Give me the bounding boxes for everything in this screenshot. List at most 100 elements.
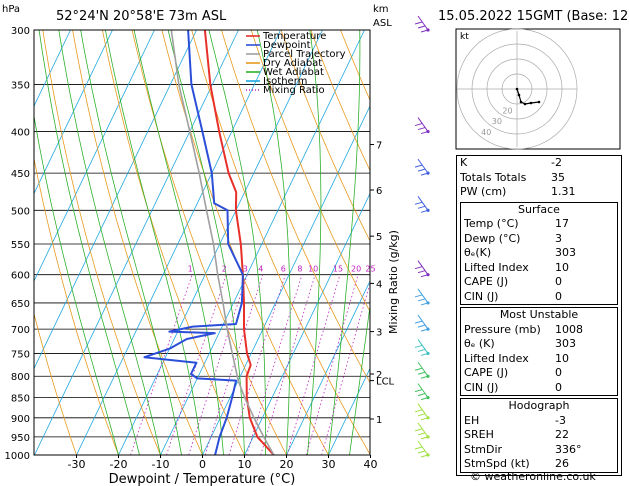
asl-unit: ASL	[373, 18, 392, 29]
hodograph-point	[519, 100, 523, 104]
index-value: 0	[555, 366, 562, 379]
pressure-tick-label: 450	[11, 169, 30, 180]
wind-barb-dot	[426, 273, 430, 277]
mixing-ratio-line	[228, 274, 286, 455]
x-tick-label: -10	[152, 458, 170, 471]
pressure-tick-label: 1000	[5, 451, 30, 462]
legend-label: Dewpoint	[263, 40, 311, 51]
index-value: 22	[555, 428, 569, 441]
index-label: Lifted Index	[464, 351, 529, 365]
index-value: 1008	[555, 322, 583, 336]
mixing-ratio-line	[305, 274, 359, 455]
pressure-tick-label: 900	[11, 414, 30, 425]
index-value: 0	[555, 289, 562, 303]
index-label: StmSpd (kt)	[464, 457, 530, 470]
wind-barb-flag	[414, 21, 423, 25]
index-label: Totals Totals	[460, 170, 527, 184]
wet-adiabat-line	[167, 30, 245, 455]
mixing-ratio-label: 25	[365, 265, 375, 274]
mixing-ratio-label: 6	[281, 265, 286, 274]
dry-adiabat-line	[34, 156, 119, 455]
pressure-tick-label: 500	[11, 206, 30, 217]
wind-barb	[417, 403, 429, 419]
index-row: SREH 22	[461, 428, 617, 443]
mixing-ratio-label: 15	[333, 265, 343, 274]
index-value: 26	[555, 457, 569, 470]
wind-barb	[417, 288, 429, 304]
pressure-tick-label: 550	[11, 240, 30, 251]
wind-barb	[417, 117, 429, 132]
mixing-ratio-axis-label: Mixing Ratio (g/kg)	[387, 230, 400, 334]
wind-barb-flag	[417, 413, 426, 417]
isotherm-line	[118, 30, 323, 455]
wind-barb	[417, 15, 429, 31]
index-value: 303	[555, 246, 576, 259]
index-row: Lifted Index 10	[461, 352, 617, 367]
wind-barb	[417, 383, 429, 398]
dry-adiabat-line	[280, 30, 370, 242]
datetime-title: 15.05.2022 15GMT (Base: 12)	[438, 9, 629, 24]
wind-barb	[417, 339, 429, 354]
x-tick-label: 0	[199, 458, 206, 471]
index-row: CAPE (J) 0	[461, 275, 617, 290]
isotherm-line	[34, 30, 239, 455]
index-row: θₑ (K) 303	[461, 337, 617, 352]
index-label: EH	[464, 413, 480, 427]
dry-adiabat-line	[34, 312, 77, 455]
dry-adiabat-line	[191, 30, 370, 455]
wet-adiabat-line	[105, 30, 203, 455]
index-label: SREH	[464, 428, 494, 441]
wet-adiabat-line	[208, 30, 267, 455]
hodograph-ring-label: 30	[492, 117, 502, 126]
index-value: 17	[555, 217, 569, 230]
hodograph-point	[529, 101, 533, 105]
wind-barb	[417, 196, 429, 211]
index-value: 10	[555, 351, 569, 365]
pressure-tick-label: 800	[11, 372, 30, 383]
x-tick-label: 20	[280, 458, 294, 471]
wind-barb	[417, 260, 429, 275]
indices-panel: K -2 Totals Totals 35 PW (cm) 1.31 Surface Te…	[456, 155, 622, 476]
legend-label: Wet Adiabat	[263, 67, 324, 78]
index-label: PW (cm)	[460, 185, 507, 198]
wet-adiabat-line	[328, 30, 361, 455]
isotherm-line	[34, 30, 71, 107]
index-row: EH -3	[461, 414, 617, 429]
wet-adiabat-line	[307, 30, 322, 455]
index-label: StmDir	[464, 442, 503, 456]
isotherm-line	[244, 192, 370, 455]
wind-barb-flag	[414, 367, 423, 371]
mixing-ratio-label: 10	[308, 265, 318, 274]
index-value: 1.31	[551, 185, 576, 198]
legend-label: Parcel Trajectory	[263, 49, 346, 60]
mixing-ratio-label: 2	[222, 265, 227, 274]
mixing-ratio-label: 4	[258, 265, 263, 274]
index-row: CAPE (J) 0	[461, 366, 617, 381]
wind-barb-flag	[414, 164, 423, 168]
wind-barb-flag	[417, 450, 426, 454]
legend-label: Mixing Ratio	[263, 85, 325, 96]
legend-label: Dry Adiabat	[263, 58, 322, 69]
index-value: 0	[555, 275, 562, 288]
isotherm-line	[76, 30, 281, 455]
copyright-footer: © weatheronline.co.uk	[470, 470, 596, 483]
hodograph-unit: kt	[460, 32, 469, 42]
index-value: 35	[551, 170, 565, 184]
pressure-unit: hPa	[2, 4, 20, 15]
isotherm-line	[286, 280, 370, 455]
dry-adiabat-line	[161, 30, 329, 455]
wet-adiabat-line	[349, 303, 370, 455]
wind-barb-dot	[426, 171, 430, 175]
wind-barb-flag	[414, 344, 423, 348]
wind-barb-flag	[414, 389, 423, 393]
index-row: StmDir 336°	[461, 443, 617, 458]
km-tick-label: 2	[376, 370, 382, 381]
mixing-ratio-label: 20	[351, 265, 361, 274]
index-label: Temp (°C)	[464, 217, 519, 230]
hodograph-title: Hodograph	[508, 399, 570, 412]
wind-barb-dot	[426, 396, 430, 400]
wind-barb-dot	[426, 301, 430, 305]
wet-adiabat-line	[256, 30, 291, 455]
